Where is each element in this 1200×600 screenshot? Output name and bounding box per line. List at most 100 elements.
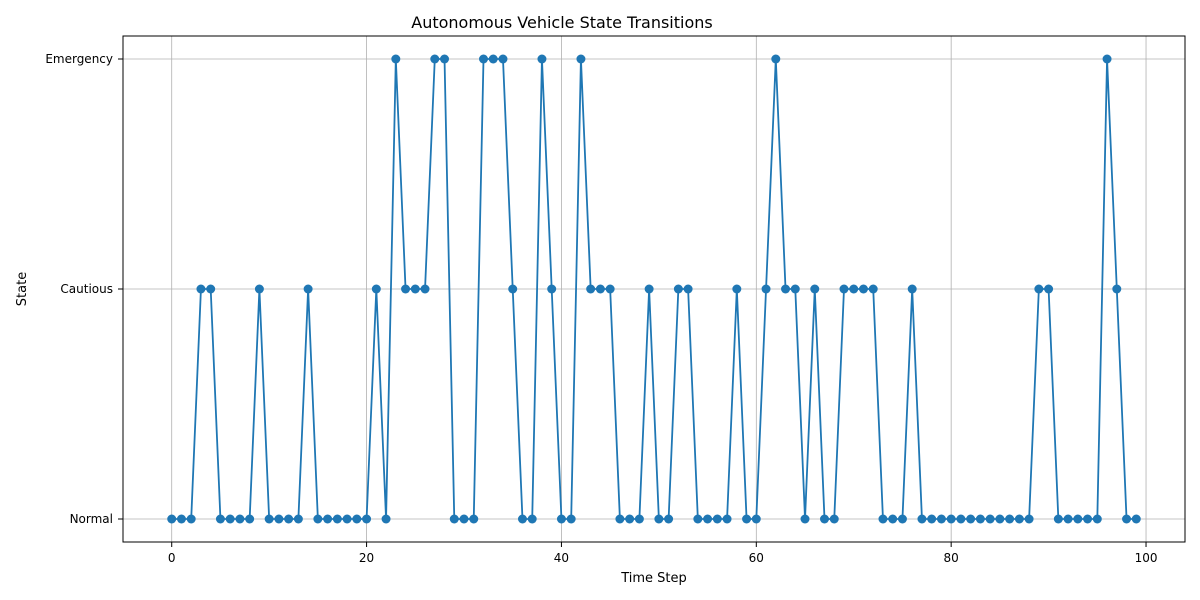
data-point	[293, 514, 303, 524]
y-tick-label: Emergency	[45, 52, 113, 66]
data-point	[800, 514, 810, 524]
data-point	[556, 514, 566, 524]
data-point	[703, 514, 713, 524]
data-point	[1024, 514, 1034, 524]
data-point	[1044, 284, 1054, 294]
data-point	[683, 284, 693, 294]
data-point	[1092, 514, 1102, 524]
x-tick-label: 0	[168, 551, 176, 565]
data-point	[1131, 514, 1141, 524]
data-point	[332, 514, 342, 524]
data-point	[508, 284, 518, 294]
data-point	[868, 284, 878, 294]
data-point	[254, 284, 264, 294]
x-tick-label: 60	[749, 551, 764, 565]
data-point	[1073, 514, 1083, 524]
data-point	[342, 514, 352, 524]
data-point	[381, 514, 391, 524]
data-point	[410, 284, 420, 294]
data-point	[907, 284, 917, 294]
data-point	[186, 514, 196, 524]
data-point	[537, 54, 547, 64]
data-point	[927, 514, 937, 524]
data-point	[1005, 514, 1015, 524]
data-point	[449, 514, 459, 524]
x-tick-label: 40	[554, 551, 569, 565]
data-point	[1014, 514, 1024, 524]
chart-title: Autonomous Vehicle State Transitions	[411, 13, 712, 32]
data-point	[323, 514, 333, 524]
data-point	[644, 284, 654, 294]
data-point	[1053, 514, 1063, 524]
data-point	[975, 514, 985, 524]
data-point	[712, 514, 722, 524]
data-point	[576, 54, 586, 64]
data-point	[586, 284, 596, 294]
data-point	[488, 54, 498, 64]
data-point	[517, 514, 527, 524]
data-point	[1034, 284, 1044, 294]
data-point	[751, 514, 761, 524]
data-point	[566, 514, 576, 524]
data-point	[430, 54, 440, 64]
data-point	[966, 514, 976, 524]
data-point	[479, 54, 488, 64]
data-point	[820, 514, 829, 524]
data-point	[605, 284, 615, 294]
data-point	[790, 284, 800, 294]
data-point	[722, 514, 732, 524]
data-point	[274, 514, 284, 524]
data-point	[858, 284, 868, 294]
data-point	[313, 514, 323, 524]
data-point	[693, 514, 703, 524]
series-state	[167, 54, 1141, 524]
data-point	[245, 514, 255, 524]
y-tick-label: Normal	[70, 512, 113, 526]
data-point	[196, 284, 206, 294]
data-point	[440, 54, 450, 64]
data-point	[615, 514, 625, 524]
data-point	[810, 284, 820, 294]
data-point	[1112, 284, 1122, 294]
data-point	[634, 514, 644, 524]
data-point	[225, 514, 235, 524]
data-point	[936, 514, 946, 524]
data-point	[829, 514, 839, 524]
data-point	[459, 514, 469, 524]
data-point	[215, 514, 225, 524]
data-point	[235, 514, 245, 524]
data-point	[888, 514, 898, 524]
data-point	[391, 54, 401, 64]
data-point	[917, 514, 927, 524]
data-point	[849, 284, 859, 294]
data-point	[995, 514, 1005, 524]
data-point	[664, 514, 674, 524]
data-point	[1063, 514, 1073, 524]
data-point	[956, 514, 966, 524]
x-tick-label: 20	[359, 551, 374, 565]
data-point	[371, 284, 381, 294]
grid	[123, 36, 1185, 542]
data-point	[781, 284, 791, 294]
data-point	[362, 514, 372, 524]
data-point	[1102, 54, 1112, 64]
data-point	[352, 514, 362, 524]
y-tick-label: Cautious	[60, 282, 113, 296]
x-tick-label: 100	[1135, 551, 1158, 565]
data-point	[897, 514, 907, 524]
data-point	[498, 54, 508, 64]
data-point	[946, 514, 956, 524]
data-point	[839, 284, 849, 294]
series-line	[171, 58, 1137, 520]
data-point	[167, 514, 177, 524]
data-point	[527, 514, 537, 524]
data-point	[264, 514, 274, 524]
y-axis-label: State	[15, 272, 30, 306]
data-point	[176, 514, 186, 524]
x-axis: 0 20 40 60 80 100	[168, 542, 1158, 565]
y-axis: Normal Cautious Emergency	[45, 52, 123, 526]
data-point	[547, 284, 557, 294]
data-point	[1083, 514, 1093, 524]
data-point	[284, 514, 294, 524]
